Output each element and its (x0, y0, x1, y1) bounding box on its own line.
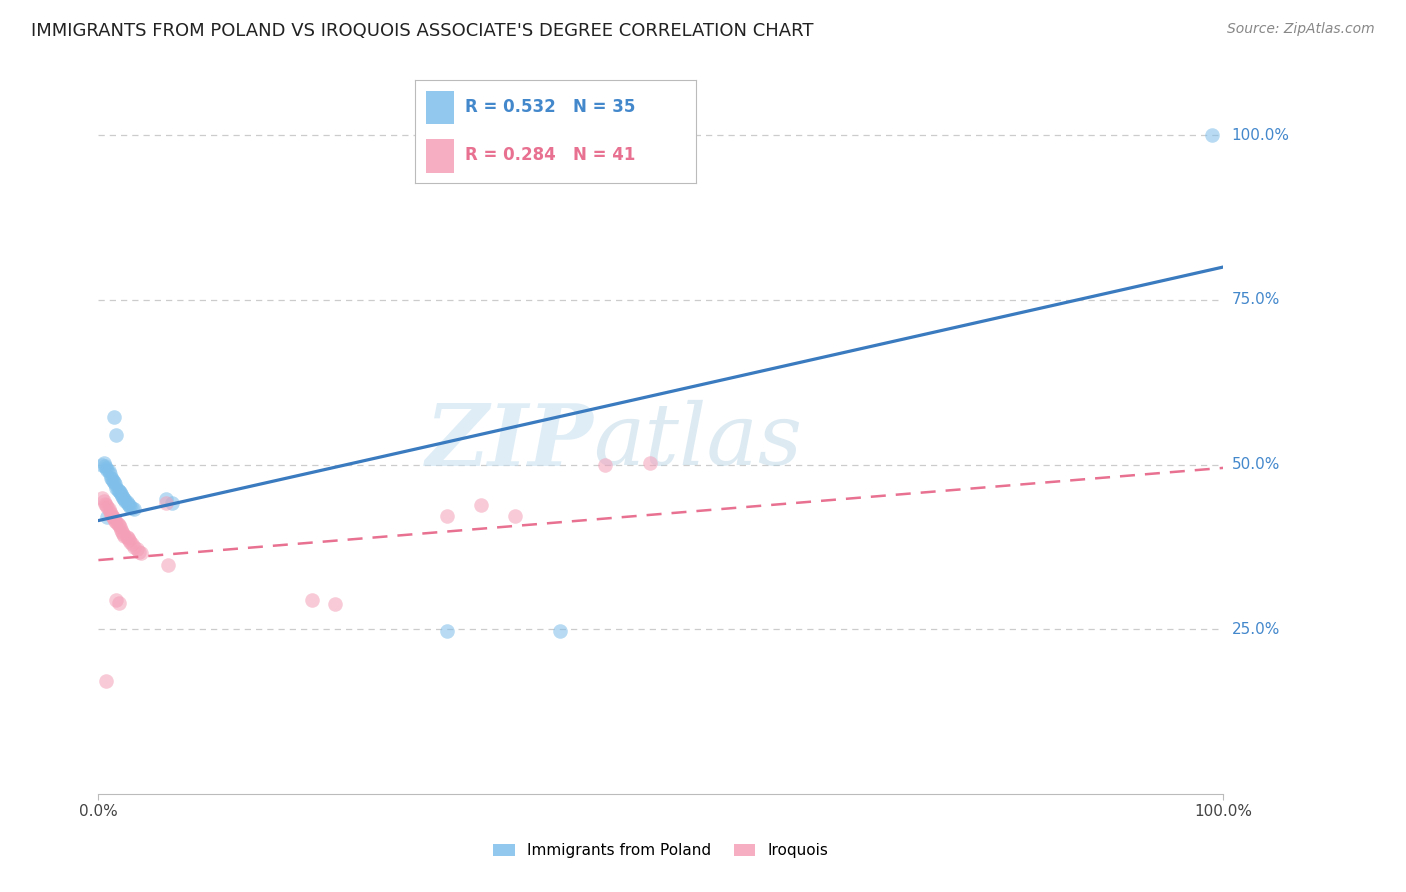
Point (118, 535, 141, 549)
Point (103, 410, 125, 425)
Point (105, 428, 128, 442)
Point (108, 485, 131, 500)
Text: atlas: atlas (593, 401, 803, 483)
Point (107, 516, 129, 531)
Point (107, 596, 129, 610)
Point (93, 456, 115, 470)
Point (115, 495, 138, 509)
Point (111, 489, 134, 503)
Point (121, 501, 143, 516)
Point (94, 497, 117, 511)
Legend: Immigrants from Poland, Iroquois: Immigrants from Poland, Iroquois (486, 837, 835, 864)
Point (100, 507, 122, 521)
Point (105, 481, 128, 495)
Point (94, 458, 117, 473)
Point (101, 510, 124, 524)
Text: R = 0.284   N = 41: R = 0.284 N = 41 (465, 145, 636, 163)
Text: 75.0%: 75.0% (1232, 293, 1279, 308)
Bar (426, 91, 454, 124)
Point (105, 592, 128, 607)
Point (115, 530, 138, 544)
Point (157, 558, 180, 572)
Point (107, 483, 129, 497)
Point (97, 464, 120, 478)
Point (117, 497, 139, 511)
Point (638, 456, 661, 470)
Point (96, 500, 118, 515)
Point (160, 496, 183, 510)
Point (96, 463, 118, 477)
Text: Source: ZipAtlas.com: Source: ZipAtlas.com (1227, 22, 1375, 37)
Point (114, 493, 136, 508)
Point (110, 487, 132, 501)
Point (117, 532, 139, 546)
Point (129, 547, 152, 561)
Point (112, 529, 135, 543)
Text: ZIP: ZIP (426, 400, 593, 483)
Point (118, 533, 141, 548)
Point (107, 518, 129, 533)
Point (155, 491, 177, 506)
Bar (426, 139, 454, 173)
Point (112, 491, 135, 505)
Point (90, 491, 112, 505)
Point (107, 483, 129, 498)
Point (128, 544, 150, 558)
Point (124, 540, 146, 554)
Point (96, 461, 118, 475)
Point (124, 502, 146, 516)
Point (103, 511, 125, 525)
Point (436, 508, 458, 523)
Point (90, 458, 112, 472)
Point (1201, 128, 1223, 143)
Point (105, 515, 128, 529)
Point (96, 510, 118, 524)
Point (101, 474, 124, 488)
Point (101, 472, 124, 486)
Point (112, 526, 135, 541)
Point (593, 458, 616, 472)
Point (121, 536, 143, 550)
Point (323, 597, 346, 611)
Point (111, 524, 134, 539)
Point (155, 496, 177, 510)
Point (108, 520, 131, 534)
Point (110, 524, 132, 538)
Point (125, 541, 148, 556)
Point (96, 673, 118, 688)
Text: 50.0%: 50.0% (1232, 457, 1279, 472)
Point (98, 467, 121, 482)
Text: R = 0.532   N = 35: R = 0.532 N = 35 (465, 98, 636, 117)
Point (104, 477, 127, 491)
Text: 25.0%: 25.0% (1232, 622, 1279, 637)
Point (470, 499, 492, 513)
Point (112, 491, 135, 506)
Point (548, 624, 571, 638)
Point (98, 505, 121, 519)
Point (118, 499, 141, 513)
Point (101, 508, 124, 523)
Point (436, 624, 458, 638)
Point (96, 499, 118, 513)
Text: IMMIGRANTS FROM POLAND VS IROQUOIS ASSOCIATE'S DEGREE CORRELATION CHART: IMMIGRANTS FROM POLAND VS IROQUOIS ASSOC… (31, 22, 814, 40)
Point (100, 471, 122, 485)
Point (93, 493, 115, 508)
Point (103, 475, 125, 490)
Point (301, 592, 323, 607)
Point (97, 502, 120, 516)
Point (118, 500, 141, 514)
Text: 100.0%: 100.0% (1232, 128, 1289, 143)
Point (503, 508, 526, 523)
Point (104, 514, 127, 528)
